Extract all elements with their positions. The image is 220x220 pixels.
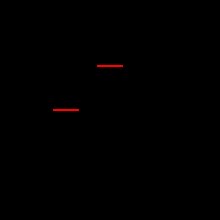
PathPatch shape <box>97 0 123 132</box>
PathPatch shape <box>9 0 35 88</box>
PathPatch shape <box>53 0 79 220</box>
PathPatch shape <box>141 22 167 220</box>
PathPatch shape <box>185 0 211 220</box>
